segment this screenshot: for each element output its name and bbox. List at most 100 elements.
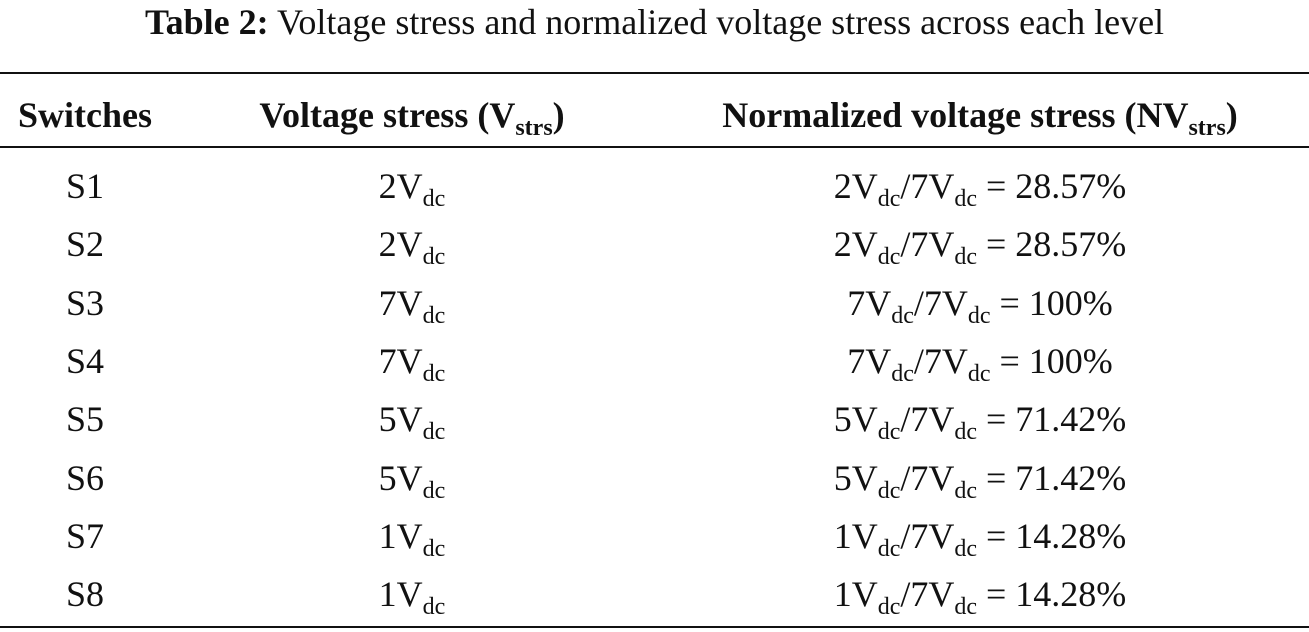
header-normalized-main: Normalized voltage stress (NV <box>722 95 1189 135</box>
normalized-denominator-sub: dc <box>954 419 978 446</box>
normalized-numerator: 7V <box>847 282 892 323</box>
table-row: S6 5Vdc 5Vdc/7Vdc = 71.42% <box>0 449 1309 507</box>
normalized-numerator-sub: dc <box>877 594 901 621</box>
normalized-numerator: 5V <box>833 399 878 440</box>
voltage-stress-sub: dc <box>422 535 446 562</box>
switch-cell: S6 <box>66 457 104 499</box>
normalized-numerator-sub: dc <box>877 535 901 562</box>
normalized-numerator-sub: dc <box>877 186 901 212</box>
normalized-numerator: 1V <box>833 515 878 556</box>
voltage-stress-coef: 5V <box>378 457 423 498</box>
table-header-rule <box>0 146 1309 148</box>
normalized-denominator: /7V <box>900 515 955 556</box>
switch-cell: S3 <box>66 282 104 324</box>
switch-label: S3 <box>65 282 105 323</box>
normalized-numerator: 1V <box>833 574 878 615</box>
normalized-result: = 71.42% <box>977 457 1127 498</box>
voltage-stress-cell: 5Vdc <box>379 398 446 445</box>
normalized-stress-cell: 5Vdc/7Vdc = 71.42% <box>834 457 1127 504</box>
table-row: S2 2Vdc 2Vdc/7Vdc = 28.57% <box>0 215 1309 273</box>
normalized-result: = 14.28% <box>977 515 1127 556</box>
voltage-stress-coef: 2V <box>378 166 423 206</box>
voltage-stress-cell: 1Vdc <box>379 573 446 620</box>
header-normalized-voltage-stress: Normalized voltage stress (NVstrs) <box>722 94 1238 141</box>
voltage-stress-coef: 7V <box>378 340 423 381</box>
header-normalized-close: ) <box>1225 95 1238 135</box>
table-row: S4 7Vdc 7Vdc/7Vdc = 100% <box>0 332 1309 390</box>
normalized-result: = 14.28% <box>977 574 1127 615</box>
table-top-rule <box>0 72 1309 74</box>
voltage-stress-sub: dc <box>422 302 446 329</box>
voltage-stress-cell: 2Vdc <box>379 165 446 212</box>
header-normalized-sub: strs <box>1188 115 1226 141</box>
normalized-stress-cell: 2Vdc/7Vdc = 28.57% <box>834 165 1127 212</box>
switch-label: S6 <box>65 457 105 498</box>
voltage-stress-cell: 5Vdc <box>379 457 446 504</box>
table-caption: Table 2: Voltage stress and normalized v… <box>0 2 1309 42</box>
normalized-denominator-sub: dc <box>954 535 978 562</box>
voltage-stress-sub: dc <box>422 186 446 212</box>
normalized-stress-cell: 1Vdc/7Vdc = 14.28% <box>834 515 1127 562</box>
switch-label: S2 <box>65 224 105 265</box>
normalized-result: = 100% <box>990 282 1113 323</box>
normalized-result: = 100% <box>990 340 1113 381</box>
normalized-stress-cell: 5Vdc/7Vdc = 71.42% <box>834 398 1127 445</box>
normalized-numerator: 7V <box>847 340 892 381</box>
normalized-numerator: 2V <box>833 166 878 206</box>
normalized-denominator: /7V <box>900 457 955 498</box>
voltage-stress-sub: dc <box>422 477 446 504</box>
normalized-numerator-sub: dc <box>891 360 914 387</box>
header-voltage-stress: Voltage stress (Vstrs) <box>259 94 564 141</box>
table-row: S8 1Vdc 1Vdc/7Vdc = 14.28% <box>0 565 1309 623</box>
switch-label: S1 <box>65 166 105 206</box>
normalized-denominator-sub: dc <box>954 186 978 212</box>
voltage-stress-sub: dc <box>422 594 446 621</box>
normalized-stress-cell: 7Vdc/7Vdc = 100% <box>847 340 1113 387</box>
table-caption-text: Voltage stress and normalized voltage st… <box>277 2 1165 42</box>
normalized-stress-cell: 2Vdc/7Vdc = 28.57% <box>834 223 1127 270</box>
table-row: S3 7Vdc 7Vdc/7Vdc = 100% <box>0 274 1309 332</box>
normalized-denominator: /7V <box>913 282 968 323</box>
voltage-stress-sub: dc <box>422 244 446 271</box>
voltage-stress-cell: 2Vdc <box>379 223 446 270</box>
normalized-denominator-sub: dc <box>954 244 978 271</box>
table-row: S7 1Vdc 1Vdc/7Vdc = 14.28% <box>0 507 1309 565</box>
normalized-numerator-sub: dc <box>877 477 901 504</box>
normalized-stress-cell: 7Vdc/7Vdc = 100% <box>847 282 1113 329</box>
normalized-stress-cell: 1Vdc/7Vdc = 14.28% <box>834 573 1127 620</box>
normalized-result: = 28.57% <box>977 224 1127 265</box>
switch-cell: S7 <box>66 515 104 557</box>
voltage-stress-cell: 7Vdc <box>379 282 446 329</box>
switch-label: S7 <box>65 515 105 556</box>
switch-cell: S1 <box>66 165 104 207</box>
switch-cell: S4 <box>66 340 104 382</box>
table-row: S1 2Vdc 2Vdc/7Vdc = 28.57% <box>0 157 1309 215</box>
normalized-numerator: 2V <box>833 224 878 265</box>
switch-label: S4 <box>65 340 105 381</box>
voltage-stress-sub: dc <box>422 419 446 446</box>
switch-cell: S2 <box>66 223 104 265</box>
normalized-numerator-sub: dc <box>891 302 914 329</box>
normalized-denominator-sub: dc <box>967 302 991 329</box>
normalized-denominator: /7V <box>900 574 955 615</box>
normalized-denominator: /7V <box>900 399 955 440</box>
voltage-stress-cell: 7Vdc <box>379 340 446 387</box>
normalized-denominator-sub: dc <box>967 360 991 387</box>
normalized-numerator-sub: dc <box>877 244 901 271</box>
normalized-numerator-sub: dc <box>877 419 901 446</box>
normalized-denominator: /7V <box>913 340 968 381</box>
table-row: S5 5Vdc 5Vdc/7Vdc = 71.42% <box>0 390 1309 448</box>
header-switches: Switches <box>18 95 152 135</box>
header-voltage-stress-main: Voltage stress (V <box>259 95 516 135</box>
normalized-numerator: 5V <box>833 457 878 498</box>
header-voltage-stress-close: ) <box>552 95 565 135</box>
table-caption-label: Table 2: <box>144 2 269 42</box>
normalized-result: = 71.42% <box>977 399 1127 440</box>
normalized-result: = 28.57% <box>977 166 1127 206</box>
voltage-stress-coef: 1V <box>378 515 423 556</box>
voltage-stress-coef: 2V <box>378 224 423 265</box>
voltage-stress-coef: 7V <box>378 282 423 323</box>
switch-label: S8 <box>65 574 105 615</box>
voltage-stress-coef: 5V <box>378 399 423 440</box>
normalized-denominator-sub: dc <box>954 477 978 504</box>
